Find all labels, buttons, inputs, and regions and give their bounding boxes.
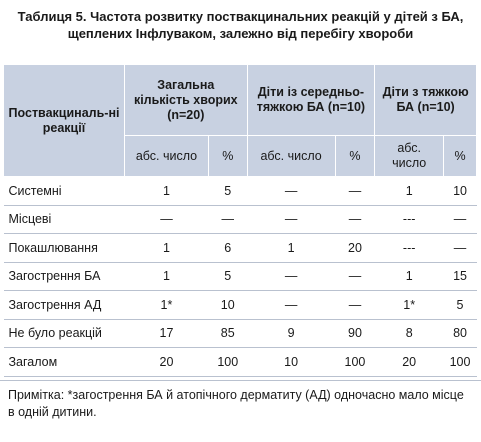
table-row: Місцеві — — — — --- —: [3, 205, 477, 234]
table-cell: 5: [208, 262, 248, 291]
table-cell: 100: [335, 347, 375, 377]
table-cell: 6: [208, 233, 248, 263]
table-cell: 10: [443, 176, 477, 206]
table-cell: 100: [208, 347, 248, 377]
row-label: Не було реакцій: [3, 319, 125, 348]
table-cell: —: [247, 262, 336, 291]
table-cell: —: [247, 290, 336, 320]
table-cell: 1: [374, 176, 444, 206]
table-cell: —: [443, 205, 477, 234]
row-label: Загалом: [3, 347, 125, 377]
table-cell: 5: [208, 176, 248, 206]
sub-header: абс. число: [374, 135, 445, 177]
row-label: Покашлювання: [3, 233, 125, 263]
table-cell: 80: [443, 319, 477, 348]
table-row: Загострення АД 1* 10— —1* 5: [3, 290, 477, 320]
table-cell: 10: [247, 347, 336, 377]
table-cell: 5: [443, 290, 477, 320]
table-cell: —: [335, 290, 375, 320]
table-cell: —: [335, 262, 375, 291]
table-cell: 9: [247, 319, 336, 348]
title: Таблиця 5. Частота розвитку поствакцинал…: [17, 9, 464, 41]
table-cell: —: [335, 205, 375, 234]
table-cell: —: [335, 176, 375, 206]
row-label: Загострення АД: [3, 290, 125, 320]
group-header: Діти з тяжкою БА (n=10): [374, 64, 477, 136]
table-cell: 1: [374, 262, 444, 291]
table-cell: 17: [124, 319, 209, 348]
group-header: Діти із середньо-тяжкою БА (n=10): [246, 64, 376, 136]
table-cell: 90: [335, 319, 375, 348]
table-header: Поствакциналь-ні реакції Загальна кількі…: [3, 64, 477, 177]
table-cell: 1: [124, 176, 209, 206]
table-row: Загострення БА 1 5— —1 15: [3, 262, 477, 291]
header-row: Поствакциналь-ні реакції Загальна кількі…: [3, 64, 477, 177]
sub-header: абс. число: [246, 135, 336, 177]
table-cell: —: [247, 176, 336, 206]
table-cell: —: [208, 205, 248, 234]
sub-header: %: [334, 135, 376, 177]
table-cell: 1: [247, 233, 336, 263]
table-cell: —: [124, 205, 209, 234]
table-cell: ---: [374, 233, 444, 263]
header-row: абс. число% абс. число% абс. число%: [4, 135, 477, 177]
table-cell: 15: [443, 262, 477, 291]
table-cell: 8: [374, 319, 444, 348]
note: Примітка: *загострення БА й атопічного д…: [0, 380, 481, 427]
table-cell: 20: [335, 233, 375, 263]
table-cell: 20: [124, 347, 209, 377]
row-label: Системні: [3, 176, 125, 206]
page: Таблиця 5. Частота розвитку поствакцинал…: [0, 8, 481, 442]
sub-header: абс. число: [124, 135, 209, 177]
table-row: Системні 1 5— —1 10: [3, 176, 477, 206]
table-body: Системні 1 5— —1 10 Місцеві — — — — --- — Покашлюван…: [3, 176, 477, 377]
sub-header: %: [207, 135, 248, 177]
table-cell: 1*: [124, 290, 209, 320]
table-cell: 1*: [374, 290, 444, 320]
table-cell: 85: [208, 319, 248, 348]
sub-header: %: [443, 135, 477, 177]
row-label: Місцеві: [3, 205, 125, 234]
table-cell: 100: [443, 347, 477, 377]
table-cell: —: [443, 233, 477, 263]
table-cell: 20: [374, 347, 444, 377]
table-row: Покашлювання 1 6 1 20 --- —: [3, 233, 477, 263]
table-cell: ---: [374, 205, 444, 234]
group-header: Загальна кількість хворих (n=20): [124, 64, 248, 136]
table-cell: —: [247, 205, 336, 234]
row-label: Загострення БА: [3, 262, 125, 291]
table-cell: 1: [124, 262, 209, 291]
row-label-header: Поствакциналь-ні реакції: [3, 64, 125, 177]
table-cell: 10: [208, 290, 248, 320]
table: Поствакциналь-ні реакції Загальна кількі…: [3, 64, 477, 377]
table-row: Не було реакцій 17 85 9 90 8 80: [3, 319, 477, 348]
table-row: Загалом 20 100 10 100 20 100: [3, 347, 477, 377]
table-cell: 1: [124, 233, 209, 263]
